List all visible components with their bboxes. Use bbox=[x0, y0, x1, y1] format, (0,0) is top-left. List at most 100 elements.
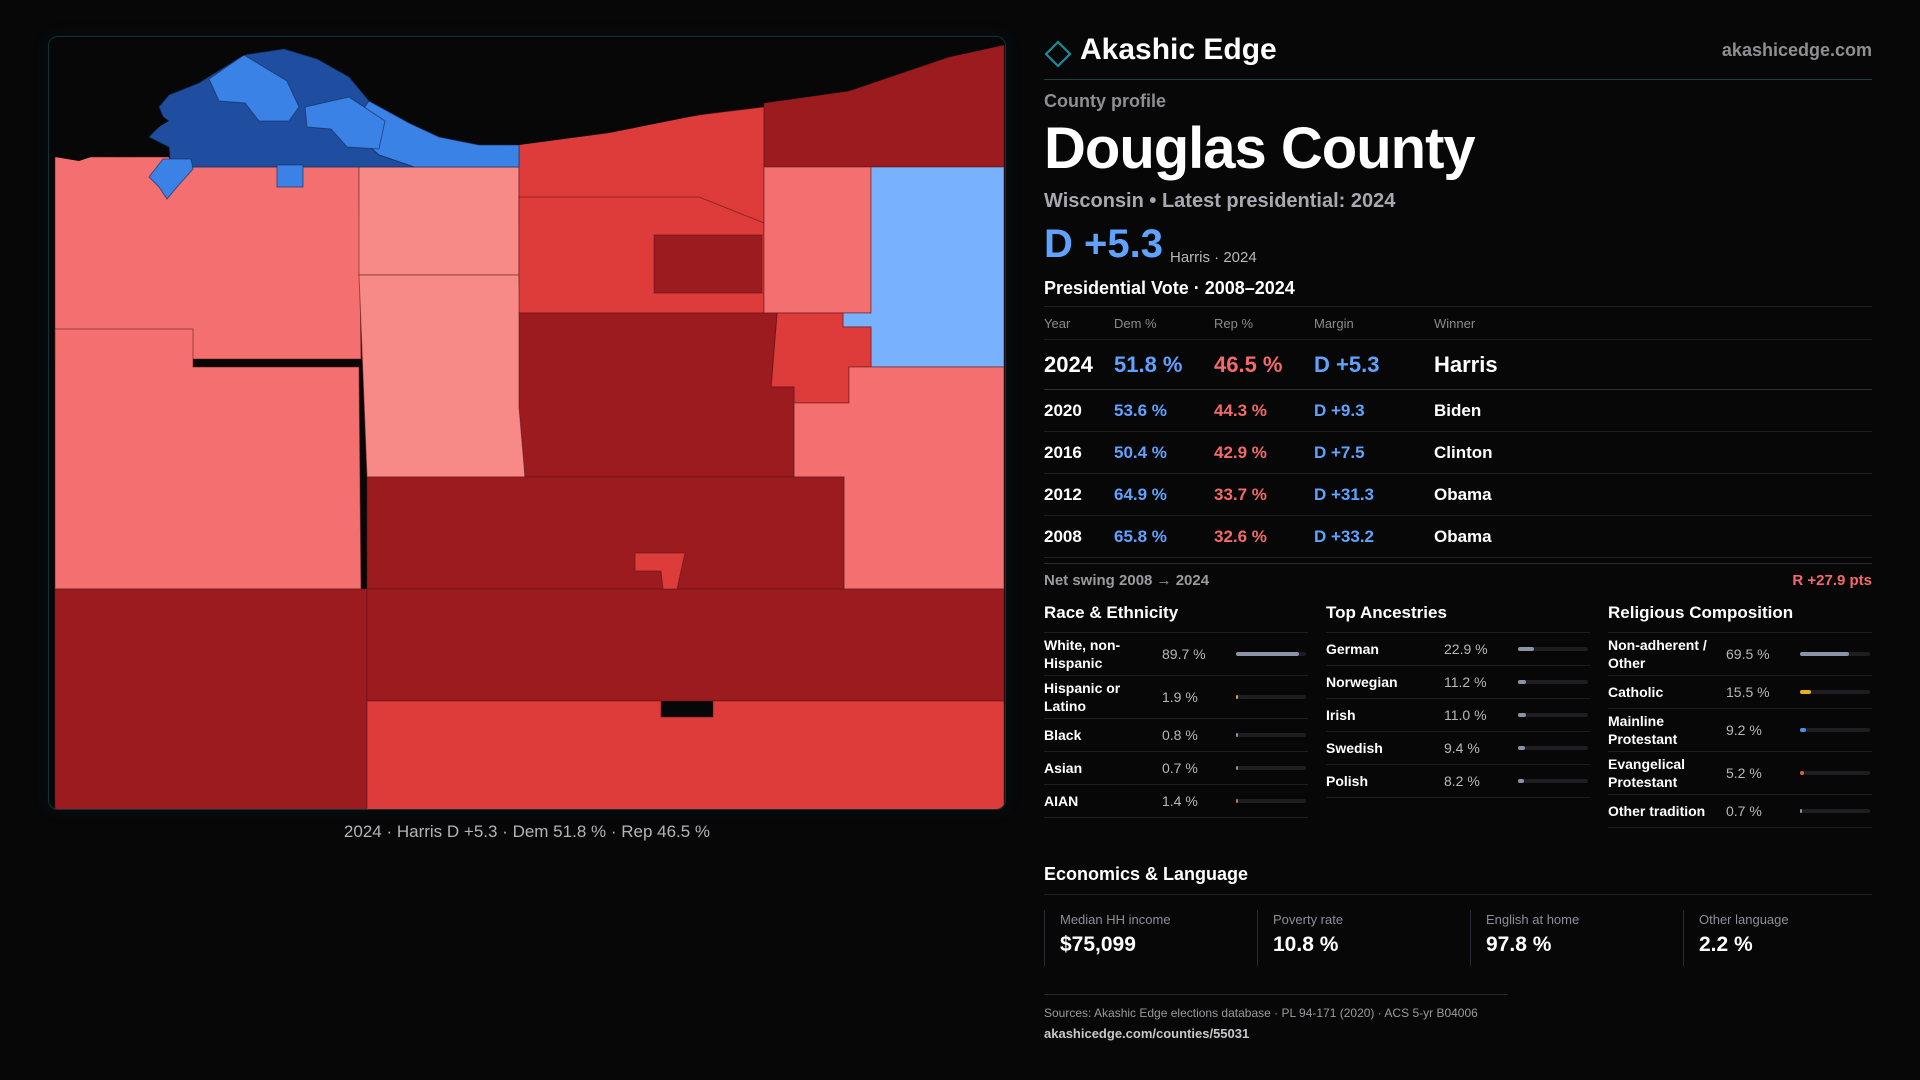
row-winner: Biden bbox=[1434, 389, 1872, 432]
superior-mid-blue bbox=[208, 54, 300, 122]
row-year: 2016 bbox=[1044, 431, 1114, 474]
share-bar bbox=[1800, 728, 1870, 732]
econ-card-other-language: Other language 2.2 % bbox=[1683, 910, 1883, 966]
share-bar-fill bbox=[1236, 766, 1238, 770]
item-value: 11.2 % bbox=[1444, 674, 1487, 690]
item-name: Irish bbox=[1326, 707, 1356, 723]
headline-margin: D +5.3 bbox=[1044, 222, 1163, 266]
vote-table-title: Presidential Vote · 2008–2024 bbox=[1044, 278, 1295, 298]
item-value: 9.2 % bbox=[1726, 722, 1762, 738]
share-bar-fill bbox=[1518, 647, 1534, 651]
item-name: Asian bbox=[1044, 760, 1083, 776]
superior-west-blue bbox=[148, 158, 194, 200]
swing-label: Net swing 2008 → 2024 bbox=[1044, 572, 1210, 589]
share-bar-fill bbox=[1236, 652, 1299, 656]
econ-value: $75,099 bbox=[1060, 933, 1136, 956]
race-section: Race & Ethnicity White, non-Hispanic 89.7… bbox=[1044, 600, 1308, 818]
share-bar-fill bbox=[1800, 771, 1804, 775]
item-value: 5.2 % bbox=[1726, 765, 1762, 781]
list-item: Other tradition 0.7 % bbox=[1608, 795, 1872, 828]
lake-superior bbox=[49, 37, 1005, 161]
col-rep: Rep % bbox=[1214, 306, 1314, 340]
swing-divider bbox=[1044, 563, 1872, 564]
table-row: 2016 50.4 % 42.9 % D +7.5 Clinton bbox=[1044, 431, 1872, 474]
row-margin: D +31.3 bbox=[1314, 473, 1434, 516]
item-value: 1.4 % bbox=[1162, 793, 1198, 809]
item-value: 0.7 % bbox=[1162, 760, 1198, 776]
header-divider bbox=[1044, 79, 1872, 80]
share-bar-fill bbox=[1800, 728, 1806, 732]
share-bar bbox=[1518, 746, 1588, 750]
item-name: Non-adherent / Other bbox=[1608, 637, 1707, 671]
economics-title: Economics & Language bbox=[1044, 864, 1249, 884]
item-value: 9.4 % bbox=[1444, 740, 1480, 756]
superior-south-blue bbox=[276, 164, 304, 188]
race-list: White, non-Hispanic 89.7 % Hispanic or Lat… bbox=[1044, 633, 1308, 818]
item-name: Hispanic or Latino bbox=[1044, 680, 1121, 714]
item-name: Polish bbox=[1326, 773, 1369, 789]
ancestry-title: Top Ancestries bbox=[1326, 600, 1590, 633]
row-winner: Harris bbox=[1434, 339, 1872, 390]
share-bar-fill bbox=[1800, 652, 1849, 656]
list-item: Black 0.8 % bbox=[1044, 719, 1308, 752]
share-bar bbox=[1236, 766, 1306, 770]
item-value: 0.8 % bbox=[1162, 727, 1198, 743]
share-bar-fill bbox=[1518, 713, 1526, 717]
share-bar bbox=[1800, 652, 1870, 656]
item-value: 22.9 % bbox=[1444, 641, 1488, 657]
brand-name: Akashic Edge bbox=[1080, 33, 1277, 66]
share-bar bbox=[1236, 695, 1306, 699]
item-name: White, non-Hispanic bbox=[1044, 637, 1121, 671]
precinct-pale-south bbox=[358, 274, 526, 478]
precinct-s-dark bbox=[366, 588, 1005, 702]
list-item: White, non-Hispanic 89.7 % bbox=[1044, 633, 1308, 676]
row-margin: D +5.3 bbox=[1314, 339, 1434, 390]
list-item: Swedish 9.4 % bbox=[1326, 732, 1590, 765]
list-item: Non-adherent / Other 69.5 % bbox=[1608, 633, 1872, 676]
list-item: Hispanic or Latino 1.9 % bbox=[1044, 676, 1308, 719]
row-margin: D +9.3 bbox=[1314, 389, 1434, 432]
precinct-sw-dark bbox=[54, 588, 368, 809]
precinct-s-mid bbox=[366, 700, 1005, 809]
econ-label: Poverty rate bbox=[1273, 912, 1344, 927]
share-bar-fill bbox=[1236, 733, 1238, 737]
share-bar-fill bbox=[1800, 809, 1802, 813]
row-winner: Clinton bbox=[1434, 431, 1872, 474]
econ-label: Median HH income bbox=[1060, 912, 1171, 927]
row-rep: 32.6 % bbox=[1214, 515, 1314, 558]
map-caption: 2024 · Harris D +5.3 · Dem 51.8 % · Rep … bbox=[343, 822, 711, 841]
county-title: Douglas County bbox=[1044, 116, 1476, 181]
item-name: AIAN bbox=[1044, 793, 1079, 809]
row-margin: D +7.5 bbox=[1314, 431, 1434, 474]
item-value: 15.5 % bbox=[1726, 684, 1770, 700]
econ-card-income: Median HH income $75,099 bbox=[1044, 910, 1244, 966]
row-rep: 46.5 % bbox=[1214, 339, 1314, 390]
econ-label: English at home bbox=[1486, 912, 1580, 927]
col-dem: Dem % bbox=[1114, 306, 1214, 340]
list-item: Evangelical Protestant 5.2 % bbox=[1608, 752, 1872, 795]
row-year: 2020 bbox=[1044, 389, 1114, 432]
brand-url-link[interactable]: akashicedge.com bbox=[1721, 40, 1872, 60]
county-map bbox=[48, 36, 1006, 810]
econ-value: 2.2 % bbox=[1699, 933, 1753, 956]
col-margin: Margin bbox=[1314, 306, 1434, 340]
item-value: 8.2 % bbox=[1444, 773, 1480, 789]
precinct-town-mid bbox=[634, 552, 686, 590]
item-value: 0.7 % bbox=[1726, 803, 1762, 819]
share-bar bbox=[1800, 809, 1870, 813]
row-rep: 42.9 % bbox=[1214, 431, 1314, 474]
item-name: Mainline Protestant bbox=[1608, 713, 1678, 747]
diamond-logo-icon bbox=[1044, 40, 1072, 73]
profile-panel: Akashic Edge akashicedge.com County prof… bbox=[1044, 0, 1872, 1080]
list-item: German 22.9 % bbox=[1326, 633, 1590, 666]
item-value: 1.9 % bbox=[1162, 689, 1198, 705]
table-row: 2024 51.8 % 46.5 % D +5.3 Harris bbox=[1044, 339, 1872, 390]
sources-url-link[interactable]: akashicedge.com/counties/55031 bbox=[1044, 1026, 1250, 1041]
list-item: Mainline Protestant 9.2 % bbox=[1608, 709, 1872, 752]
item-name: Evangelical Protestant bbox=[1608, 756, 1686, 790]
share-bar-fill bbox=[1518, 680, 1526, 684]
share-bar-fill bbox=[1236, 695, 1238, 699]
item-name: Black bbox=[1044, 727, 1082, 743]
row-year: 2012 bbox=[1044, 473, 1114, 516]
item-name: Norwegian bbox=[1326, 674, 1398, 690]
